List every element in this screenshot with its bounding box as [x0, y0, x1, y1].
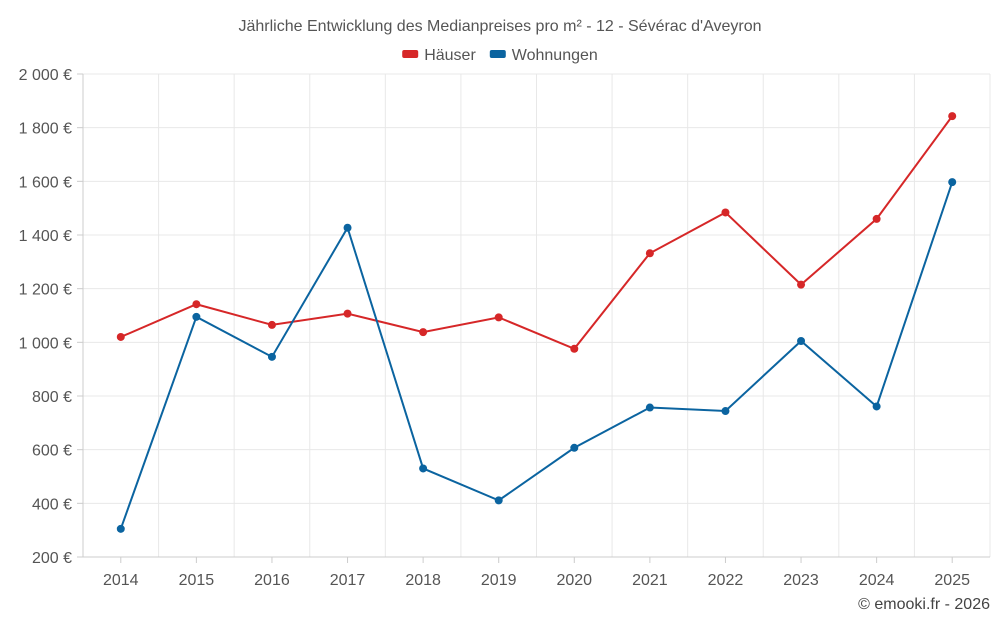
series-line-wohnungen [119, 181, 954, 530]
data-point-wohnungen[interactable] [419, 464, 428, 473]
legend-label: Häuser [424, 47, 476, 64]
x-tick-label: 2017 [330, 572, 366, 589]
x-tick-label: 2022 [708, 572, 744, 589]
grid [82, 73, 991, 558]
x-tick-label: 2014 [103, 572, 139, 589]
data-point-h-user[interactable] [872, 214, 881, 223]
legend-item-h-user[interactable]: Häuser [402, 47, 476, 64]
data-point-h-user[interactable] [116, 332, 125, 341]
legend-item-wohnungen[interactable]: Wohnungen [489, 47, 598, 64]
data-point-h-user[interactable] [570, 344, 579, 353]
credit-text: © emooki.fr - 2026 [858, 596, 990, 613]
data-point-wohnungen[interactable] [948, 178, 957, 187]
series-h-user [116, 112, 957, 353]
data-point-h-user[interactable] [192, 300, 201, 309]
data-point-h-user[interactable] [797, 280, 806, 289]
x-tick-label: 2016 [254, 572, 290, 589]
legend-swatch [489, 50, 506, 58]
x-tick-label: 2021 [632, 572, 668, 589]
y-tick-label: 1 000 € [19, 335, 72, 352]
data-point-h-user[interactable] [419, 328, 428, 337]
data-point-h-user[interactable] [645, 249, 654, 258]
y-tick-label: 1 800 € [19, 121, 72, 138]
data-point-wohnungen[interactable] [267, 352, 276, 361]
data-point-h-user[interactable] [267, 320, 276, 329]
y-tick-label: 1 600 € [19, 174, 72, 191]
data-point-wohnungen[interactable] [797, 336, 806, 345]
data-point-wohnungen[interactable] [721, 407, 730, 416]
axes: 200 € 400 € 600 € 800 € 1 000 € 1 200 € 1 400 … [19, 67, 990, 589]
data-point-wohnungen[interactable] [494, 496, 503, 505]
x-tick-label: 2023 [783, 572, 819, 589]
data-point-wohnungen[interactable] [192, 312, 201, 321]
data-point-wohnungen[interactable] [872, 402, 881, 411]
x-tick-label: 2019 [481, 572, 517, 589]
legend: Häuser Wohnungen [402, 47, 598, 64]
x-tick-label: 2020 [556, 572, 592, 589]
data-point-h-user[interactable] [721, 208, 730, 217]
y-tick-label: 200 € [32, 550, 72, 567]
x-tick-label: 2015 [179, 572, 215, 589]
data-point-h-user[interactable] [494, 313, 503, 322]
data-point-wohnungen[interactable] [570, 443, 579, 452]
y-tick-label: 2 000 € [19, 67, 72, 84]
legend-swatch [402, 50, 419, 58]
x-tick-label: 2018 [405, 572, 441, 589]
y-tick-label: 1 400 € [19, 228, 72, 245]
x-tick-label: 2024 [859, 572, 895, 589]
x-tick-label: 2025 [934, 572, 970, 589]
y-tick-label: 600 € [32, 443, 72, 460]
data-point-h-user[interactable] [948, 112, 957, 121]
data-point-wohnungen[interactable] [116, 524, 125, 533]
y-tick-label: 400 € [32, 496, 72, 513]
y-tick-label: 800 € [32, 389, 72, 406]
data-point-wohnungen[interactable] [645, 403, 654, 412]
chart-title: Jährliche Entwicklung des Medianpreises … [239, 18, 762, 35]
data-point-wohnungen[interactable] [343, 223, 352, 232]
series-group [116, 112, 957, 533]
y-tick-label: 1 200 € [19, 282, 72, 299]
data-point-h-user[interactable] [343, 309, 352, 318]
series-wohnungen [116, 178, 957, 533]
series-line-h-user [120, 115, 954, 350]
legend-label: Wohnungen [512, 47, 598, 64]
